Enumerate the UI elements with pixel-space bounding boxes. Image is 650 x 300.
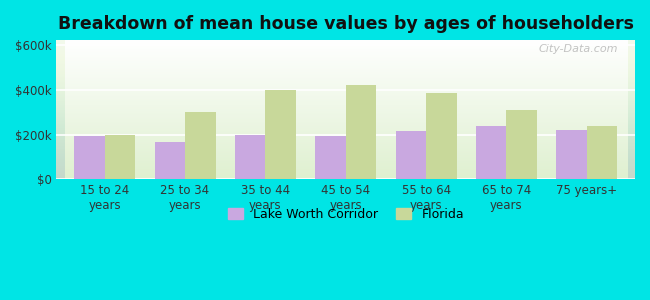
Bar [426,93,456,179]
Bar [556,130,587,179]
Bar [346,85,376,179]
Bar [476,126,506,179]
Bar [155,142,185,179]
Bar [265,90,296,179]
Legend: Lake Worth Corridor, Florida: Lake Worth Corridor, Florida [222,203,469,226]
Bar [506,110,537,179]
Bar [587,126,618,179]
Bar [74,136,105,179]
Title: Breakdown of mean house values by ages of householders: Breakdown of mean house values by ages o… [58,15,634,33]
Bar [396,131,426,179]
Bar [235,135,265,179]
Bar [105,135,135,179]
Bar [315,136,346,179]
Bar [185,112,216,179]
Text: City-Data.com: City-Data.com [538,44,617,54]
